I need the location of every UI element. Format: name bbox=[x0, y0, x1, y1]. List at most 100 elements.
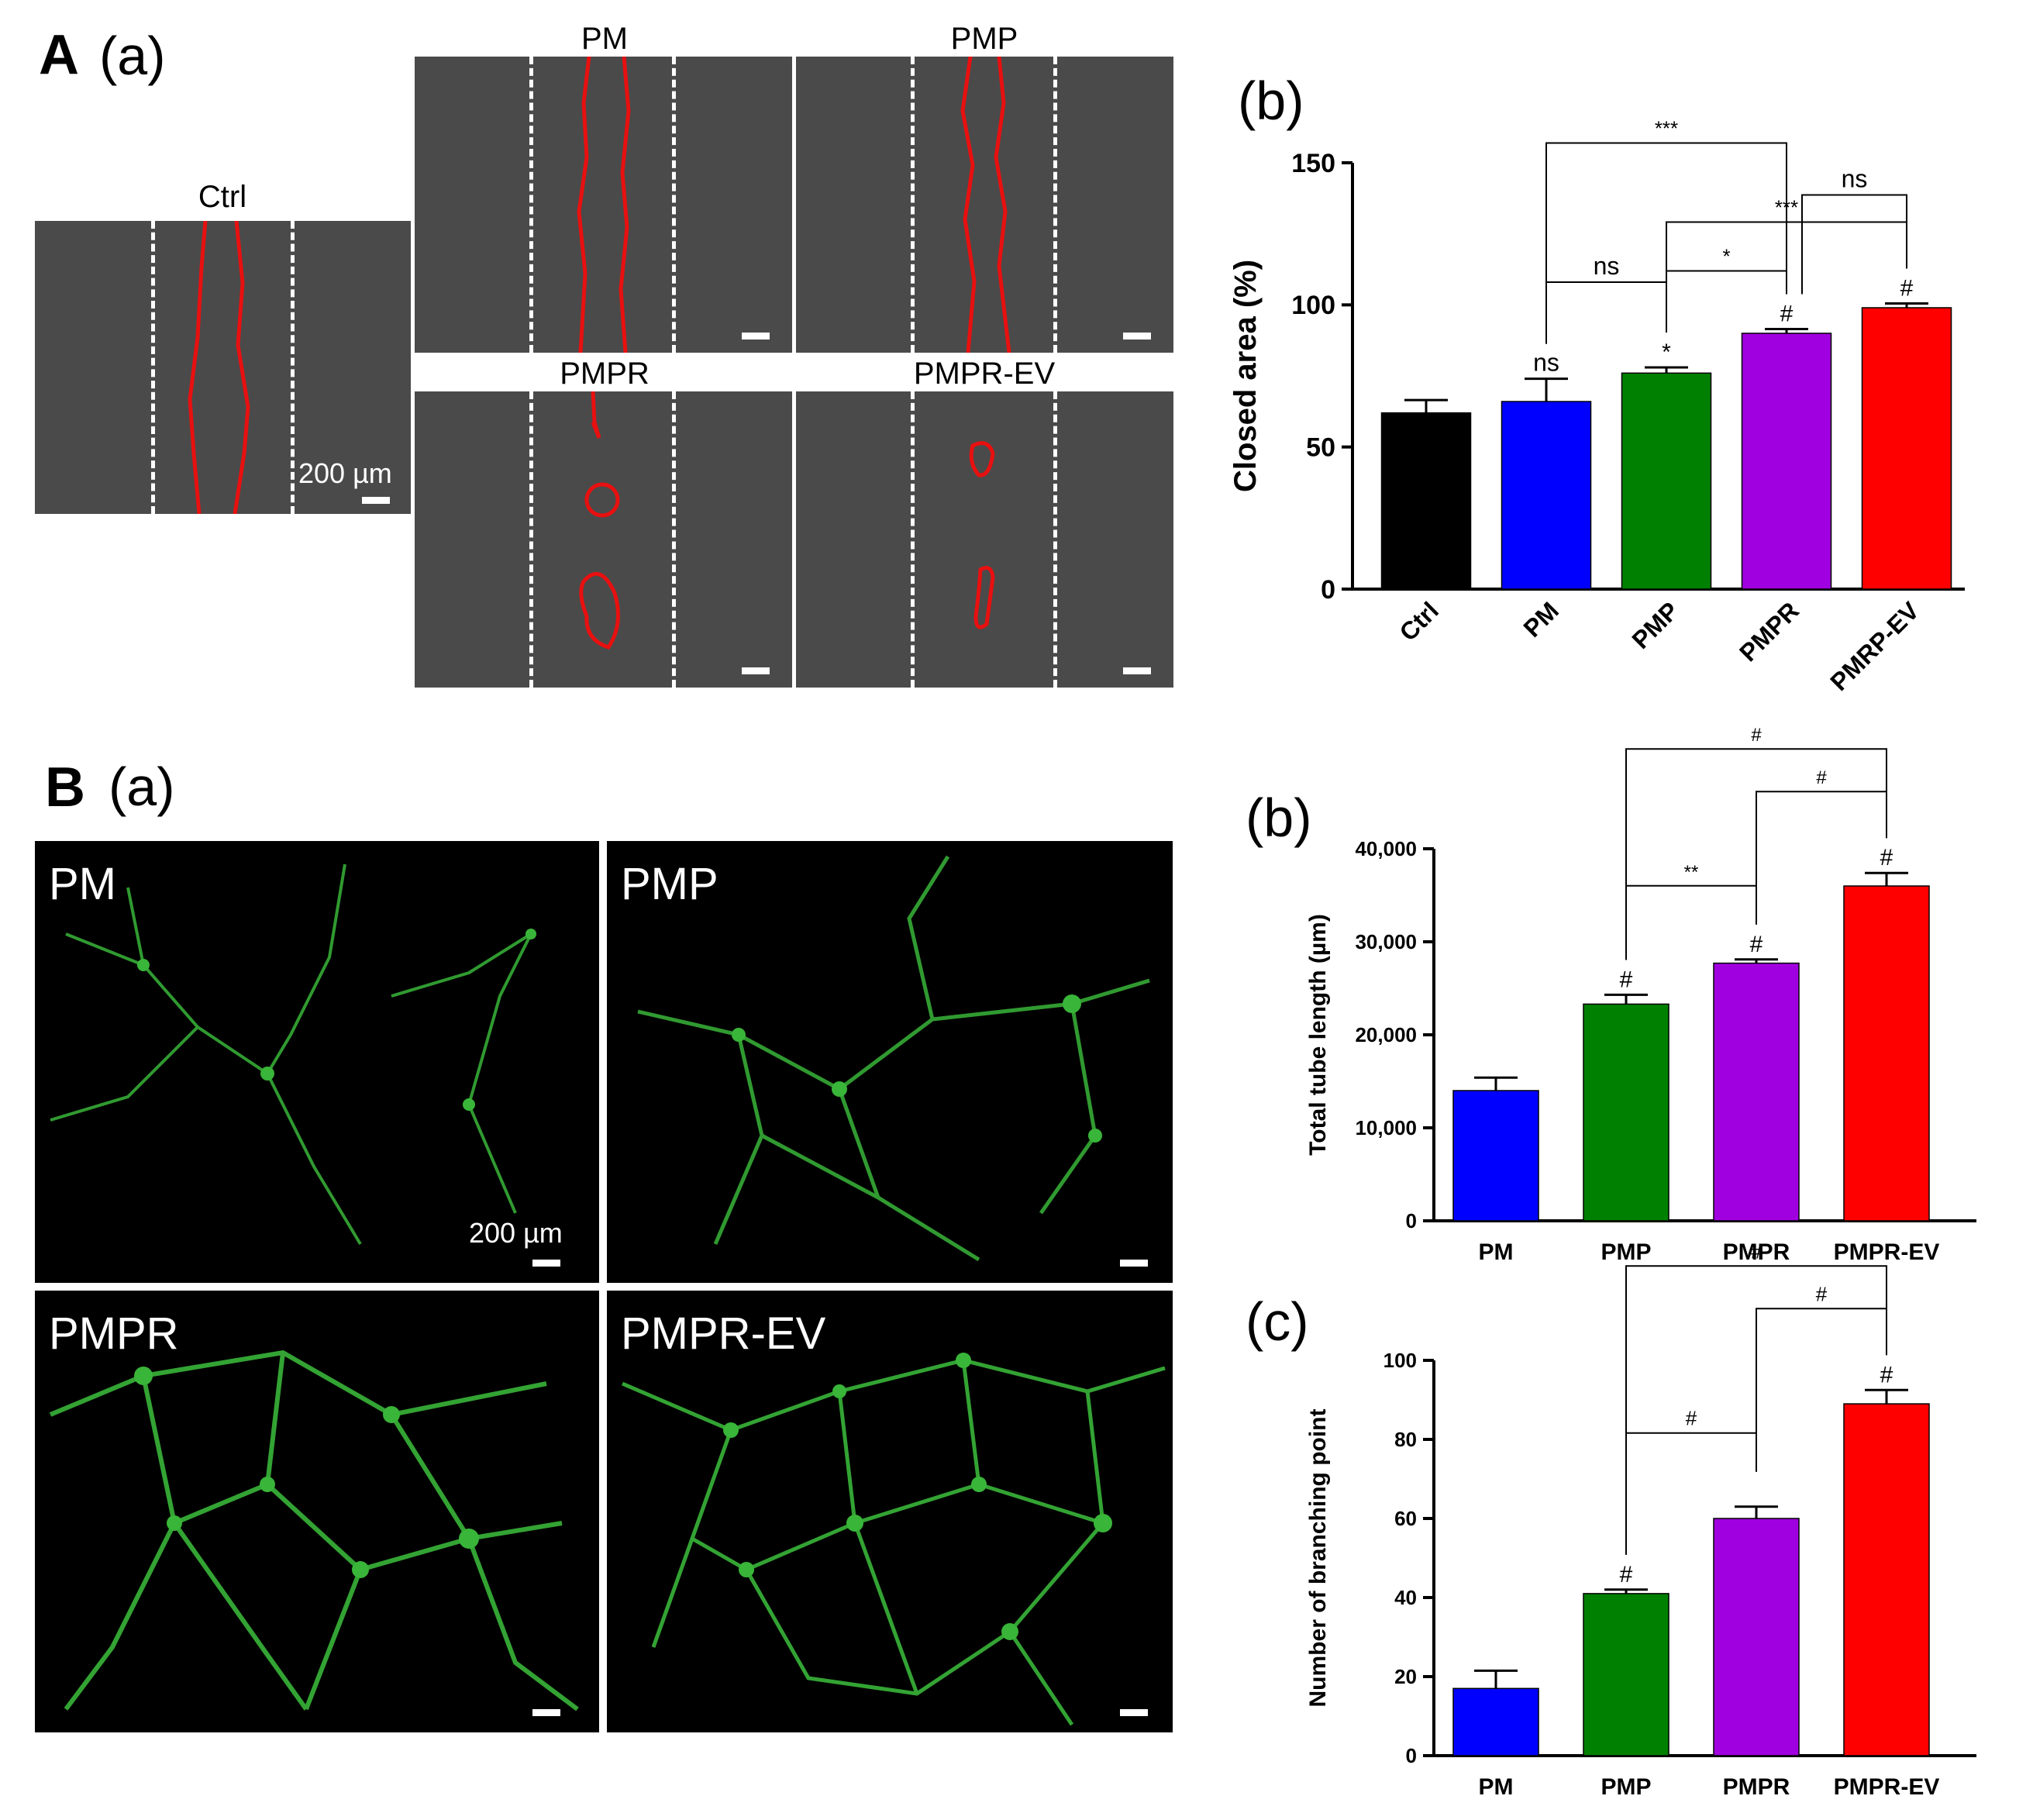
bar-annotation: ns bbox=[1533, 349, 1559, 377]
wound-edge-trace bbox=[188, 221, 250, 514]
micrograph-pmp bbox=[796, 57, 1173, 353]
y-tick-label: 100 bbox=[1383, 1349, 1417, 1372]
significance-label: # bbox=[1816, 767, 1827, 788]
significance-bracket bbox=[1545, 142, 1787, 344]
bar-pmpr bbox=[1713, 1518, 1800, 1756]
y-axis-label: Total tube length (µm) bbox=[1305, 914, 1331, 1156]
x-tick-label: PMPR bbox=[1723, 1239, 1790, 1265]
panel-b-sub-a: (a) bbox=[109, 757, 175, 817]
significance-label: ns bbox=[1842, 165, 1868, 193]
bar-pmp bbox=[1583, 1003, 1669, 1222]
wound-edge-trace bbox=[579, 391, 620, 650]
y-tick-label: 60 bbox=[1394, 1507, 1417, 1530]
x-tick-label: PM bbox=[1479, 1239, 1514, 1265]
y-tick-label: 50 bbox=[1306, 433, 1335, 463]
significance-label: # bbox=[1751, 725, 1762, 746]
significance-bracket bbox=[1625, 884, 1757, 960]
panel-b-letter: B bbox=[45, 757, 85, 819]
y-tick-label: 40 bbox=[1394, 1586, 1417, 1609]
y-tick-label: 10,000 bbox=[1355, 1116, 1417, 1139]
scale-label-a: 200 µm bbox=[298, 457, 392, 489]
bar-annotation: # bbox=[1900, 276, 1914, 302]
y-axis-label: Closed area (%) bbox=[1228, 260, 1263, 492]
y-tick-label: 100 bbox=[1291, 291, 1335, 320]
scale-label-b: 200 µm bbox=[469, 1217, 563, 1249]
x-tick-label: PMPR-EV bbox=[1834, 1774, 1940, 1800]
micrograph-pm bbox=[415, 57, 792, 353]
scale-bar bbox=[1120, 1260, 1148, 1267]
wound-edge-trace bbox=[969, 441, 995, 629]
chart-total-tube-length: 0 10,000 20,000 30,000 40,000 Total tube leng… bbox=[1305, 725, 1976, 1265]
fluor-image-pmpr-ev: PMPR-EV bbox=[607, 1291, 1173, 1732]
wound-edge-trace bbox=[577, 57, 631, 353]
bar-annotation: # bbox=[1780, 302, 1794, 327]
chart-closed-area: 0 50 100 150 Closed area (%) Ctrl ns PM * PMP # PMP… bbox=[1228, 117, 1965, 696]
panel-a-letter: A bbox=[39, 24, 79, 86]
significance-label: ** bbox=[1684, 862, 1699, 883]
image-label-pmpr: PMPR bbox=[49, 1308, 179, 1359]
panel-b-sub-b: (b) bbox=[1246, 788, 1312, 848]
fluor-image-pmp: PMP bbox=[607, 841, 1173, 1283]
bar-pmpr-ev bbox=[1843, 885, 1930, 1222]
panel-b-sub-c: (c) bbox=[1246, 1291, 1309, 1352]
bar-annotation: * bbox=[1662, 340, 1671, 365]
bar-pmp bbox=[1621, 372, 1712, 590]
bar-pmp bbox=[1583, 1593, 1669, 1756]
significance-label: # bbox=[1816, 1282, 1828, 1305]
image-title-ctrl: Ctrl bbox=[198, 180, 247, 214]
bar-pmpr-ev bbox=[1843, 1403, 1930, 1756]
image-label-pmp: PMP bbox=[621, 859, 718, 909]
bar-annotation: # bbox=[1750, 932, 1763, 957]
y-tick-label: 150 bbox=[1291, 149, 1335, 178]
image-label-pm: PM bbox=[49, 859, 116, 909]
x-tick-label: PM bbox=[1479, 1774, 1514, 1800]
panel-a-sub-b: (b) bbox=[1238, 71, 1304, 131]
micrograph-pmpr bbox=[415, 391, 792, 688]
scale-bar bbox=[532, 1709, 560, 1716]
micrograph-ctrl: 200 µm bbox=[35, 221, 411, 514]
y-tick-label: 80 bbox=[1394, 1428, 1417, 1451]
micrograph-pmpr-ev bbox=[796, 391, 1173, 688]
significance-bracket bbox=[1666, 270, 1787, 333]
bar-pmpr bbox=[1741, 333, 1832, 590]
significance-bracket bbox=[1801, 194, 1907, 295]
x-tick-label: PMRP-EV bbox=[1825, 596, 1924, 696]
bar-annotation: # bbox=[1620, 1562, 1633, 1587]
x-tick-label: PMP bbox=[1626, 596, 1683, 653]
significance-label: ns bbox=[1594, 252, 1620, 280]
y-tick-label: 20 bbox=[1394, 1665, 1417, 1688]
y-axis-label: Number of branching point bbox=[1305, 1409, 1331, 1708]
panel-a-sub-a: (a) bbox=[99, 26, 166, 86]
y-tick-label: 0 bbox=[1406, 1744, 1417, 1767]
significance-label: # bbox=[1686, 1407, 1697, 1430]
image-title-pm: PM bbox=[581, 22, 628, 56]
image-title-pmpr: PMPR bbox=[560, 357, 650, 391]
bar-pmpr bbox=[1713, 962, 1800, 1222]
y-tick-label: 30,000 bbox=[1355, 930, 1417, 953]
y-tick-label: 0 bbox=[1406, 1209, 1417, 1232]
bar-pm bbox=[1452, 1687, 1539, 1756]
wound-edge-trace bbox=[960, 57, 1011, 353]
bar-pm bbox=[1452, 1090, 1539, 1222]
image-title-pmpr-ev: PMPR-EV bbox=[913, 357, 1056, 391]
significance-label: * bbox=[1722, 245, 1730, 268]
image-title-pmp: PMP bbox=[950, 22, 1018, 56]
fluor-image-pm: PM 200 µm bbox=[35, 841, 599, 1283]
bar-annotation: # bbox=[1880, 1362, 1893, 1387]
significance-label: *** bbox=[1655, 117, 1678, 140]
bar-pm bbox=[1501, 401, 1592, 590]
x-tick-label: PMPR-EV bbox=[1834, 1239, 1940, 1265]
x-tick-label: PMPR bbox=[1723, 1774, 1790, 1800]
x-tick-label: PMPR bbox=[1734, 596, 1804, 667]
bar-annotation: # bbox=[1880, 845, 1893, 870]
scale-bar bbox=[742, 667, 770, 674]
x-tick-label: Ctrl bbox=[1394, 596, 1444, 646]
fluor-image-pmpr: PMPR bbox=[35, 1291, 599, 1732]
y-tick-label: 40,000 bbox=[1355, 837, 1417, 860]
significance-bracket bbox=[1625, 1265, 1887, 1555]
x-tick-label: PMP bbox=[1601, 1239, 1651, 1265]
tube-network bbox=[49, 1349, 579, 1711]
significance-bracket bbox=[1625, 748, 1887, 960]
significance-label: # bbox=[1751, 1239, 1763, 1263]
tube-network bbox=[637, 855, 1150, 1262]
